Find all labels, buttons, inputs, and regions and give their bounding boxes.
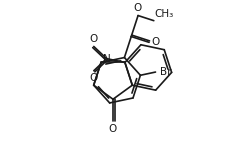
Text: O: O <box>89 34 97 44</box>
Text: O: O <box>151 37 159 47</box>
Text: O: O <box>89 73 97 83</box>
Text: CH₃: CH₃ <box>154 9 173 19</box>
Text: N: N <box>102 54 110 64</box>
Text: O: O <box>132 3 141 13</box>
Text: O: O <box>108 124 117 134</box>
Text: Br: Br <box>159 67 171 77</box>
